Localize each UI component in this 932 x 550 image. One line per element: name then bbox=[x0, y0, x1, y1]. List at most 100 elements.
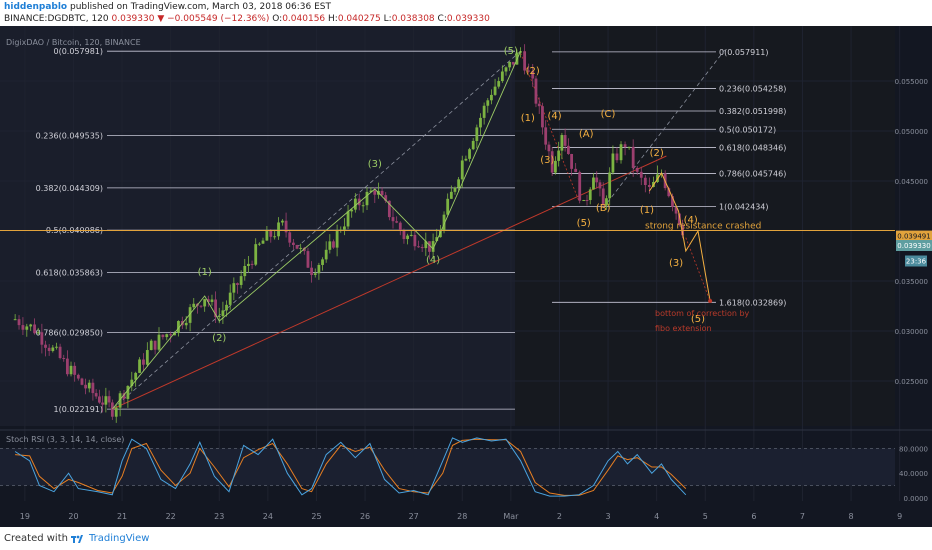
candle-down bbox=[122, 393, 126, 399]
y-tick-label: 0.045000 bbox=[895, 178, 928, 186]
candle-down bbox=[58, 346, 62, 358]
candle-down bbox=[534, 78, 538, 104]
wave-label: (4) bbox=[426, 255, 440, 266]
y-tick-label: 0.035000 bbox=[895, 278, 928, 286]
candle-down bbox=[17, 319, 21, 326]
candle-down bbox=[199, 305, 203, 307]
candle-up bbox=[29, 324, 33, 327]
candle-down bbox=[62, 357, 66, 359]
candle-up bbox=[504, 67, 508, 72]
candle-up bbox=[87, 382, 91, 389]
candle-up bbox=[254, 244, 258, 265]
candle-down bbox=[595, 177, 599, 183]
elliott-impulse-path bbox=[111, 51, 522, 410]
stoch-tick-label: 80.0000 bbox=[899, 445, 928, 453]
wave-label: (1) bbox=[198, 267, 212, 278]
candle-down bbox=[161, 334, 165, 338]
fib-label-left: 0.382(0.044309) bbox=[36, 184, 103, 193]
candle-up bbox=[457, 179, 461, 188]
trend-lines bbox=[112, 49, 726, 410]
candle-up bbox=[453, 187, 457, 192]
projection-dotted bbox=[685, 237, 711, 302]
candle-up bbox=[409, 234, 413, 236]
candle-up bbox=[460, 160, 464, 180]
candle-down bbox=[169, 334, 173, 336]
candle-up bbox=[232, 283, 236, 293]
candle-up bbox=[118, 393, 122, 408]
candle-down bbox=[97, 396, 101, 403]
dashed-trendline-right bbox=[602, 49, 726, 209]
high-value: 0.040275 bbox=[337, 14, 381, 24]
x-tick-label: 28 bbox=[457, 512, 467, 521]
candle-down bbox=[527, 70, 531, 72]
candle-down bbox=[566, 145, 570, 154]
candle-down bbox=[398, 222, 402, 231]
candle-down bbox=[420, 246, 424, 249]
candle-up bbox=[299, 247, 303, 249]
candle-down bbox=[40, 332, 44, 345]
wave-label: (3) bbox=[669, 258, 683, 269]
fib-label-right: 0.786(0.045746) bbox=[719, 170, 786, 179]
candle-down bbox=[677, 213, 681, 226]
fib-label-right: 0(0.057911) bbox=[719, 48, 769, 57]
candle-down bbox=[623, 144, 627, 148]
candle-up bbox=[277, 222, 280, 237]
candle-up bbox=[611, 153, 615, 173]
candle-down bbox=[302, 247, 306, 252]
candle-up bbox=[51, 347, 55, 351]
y-tick-label: 0.055000 bbox=[895, 78, 928, 86]
close-label: C: bbox=[437, 14, 447, 24]
candle-up bbox=[482, 105, 486, 118]
wave-label: (2) bbox=[650, 148, 664, 159]
candle-up bbox=[582, 200, 586, 202]
candle-up bbox=[13, 319, 17, 321]
footer-brand[interactable]: TradingView bbox=[89, 533, 150, 544]
candle-down bbox=[284, 220, 288, 233]
price-chart[interactable]: DigixDAO / Bitcoin, 120, BINANCE 0(0.057… bbox=[0, 26, 932, 527]
price-change: −0.005549 (−12.36%) bbox=[167, 14, 270, 24]
last-price-label: 0.039330 bbox=[897, 242, 930, 250]
fib-zone-left bbox=[0, 26, 515, 426]
low-label: L: bbox=[383, 14, 392, 24]
stoch-k-line bbox=[14, 437, 687, 497]
candle-up bbox=[442, 214, 446, 231]
x-tick-label: 19 bbox=[20, 512, 30, 521]
candle-down bbox=[402, 230, 406, 240]
wave-label: (3) bbox=[368, 159, 382, 170]
x-tick-label: 8 bbox=[849, 512, 854, 521]
candle-down bbox=[563, 135, 567, 146]
red-trendline bbox=[112, 155, 667, 410]
y-tick-label: 0.025000 bbox=[895, 378, 928, 386]
target-annotation-line1: bottom of correction by bbox=[655, 309, 750, 318]
tradingview-logo-icon bbox=[71, 535, 83, 543]
candle-up bbox=[608, 172, 612, 199]
candle-up bbox=[184, 322, 188, 326]
candle-up bbox=[239, 276, 243, 285]
candle-up bbox=[431, 241, 435, 252]
candle-down bbox=[674, 206, 678, 214]
candle-down bbox=[310, 267, 313, 275]
candle-down bbox=[537, 103, 541, 107]
candle-up bbox=[350, 209, 354, 212]
down-arrow-icon: ▼ bbox=[157, 14, 165, 24]
wave-label: (5) bbox=[504, 46, 518, 57]
wave-label: (4) bbox=[684, 215, 698, 226]
wave-label: (2) bbox=[212, 333, 226, 344]
candle-down bbox=[107, 396, 111, 403]
candle-up bbox=[281, 220, 284, 223]
candle-up bbox=[554, 160, 557, 173]
candle-down bbox=[269, 230, 273, 237]
x-tick-label: 24 bbox=[263, 512, 273, 521]
candle-up bbox=[321, 259, 324, 265]
candle-up bbox=[36, 332, 40, 334]
candle-up bbox=[627, 146, 631, 148]
stoch-tick-label: 40.0000 bbox=[899, 470, 928, 478]
wave-label: (C) bbox=[601, 109, 616, 120]
candle-up bbox=[210, 299, 214, 302]
candle-down bbox=[578, 172, 582, 201]
author-link[interactable]: hiddenpablo bbox=[4, 2, 68, 12]
candle-down bbox=[531, 71, 535, 79]
candle-up bbox=[228, 292, 232, 305]
chart-title: DigixDAO / Bitcoin, 120, BINANCE bbox=[6, 38, 141, 47]
candle-down bbox=[288, 232, 292, 243]
